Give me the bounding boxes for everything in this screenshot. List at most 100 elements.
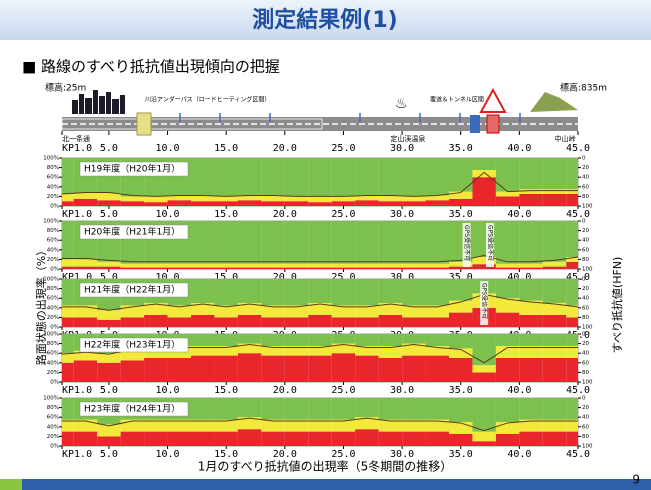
area-segment [191, 201, 215, 206]
area-segment [191, 221, 215, 264]
elevation-left: 標高:25m [45, 82, 86, 94]
x-tick-label: 45.0 [566, 209, 590, 220]
buildings-icon [72, 90, 125, 114]
warning-icon [479, 87, 507, 113]
slide-title: 測定結果例(1) [252, 7, 397, 33]
area-segment [449, 279, 473, 301]
area-segment [144, 303, 168, 315]
area-segment [167, 431, 191, 446]
footer-bar [0, 479, 651, 490]
area-segment [237, 158, 262, 196]
area-segment [191, 346, 215, 356]
area-segment [237, 195, 262, 201]
area-segment [402, 317, 426, 327]
area-segment [97, 310, 121, 320]
area-segment [284, 158, 309, 197]
area-segment [73, 350, 98, 361]
area-segment [191, 279, 215, 303]
y-tick-label: 80% [47, 341, 59, 347]
area-segment [261, 419, 285, 432]
annotation: GPS受信不可 [481, 283, 489, 319]
x-tick-label: 10.0 [155, 385, 179, 396]
y2-tick-label: 80 [582, 370, 589, 376]
area-segment [237, 263, 262, 268]
area-segment [355, 267, 379, 269]
x-tick-label: 15.0 [214, 385, 238, 396]
area-segment [284, 221, 309, 264]
area-segment [449, 191, 473, 199]
area-segment [97, 200, 121, 206]
area-segment [97, 436, 121, 446]
route-tick-label: 45.0 [566, 143, 590, 154]
area-segment [566, 398, 578, 420]
panel-label-box [79, 337, 189, 353]
area-segment [144, 263, 168, 268]
area-segment [425, 305, 449, 318]
y2-tick-label: 0 [582, 219, 586, 225]
annotation: GPS受信不可 [463, 225, 471, 261]
area-segment [214, 158, 238, 197]
area-segment [542, 221, 567, 262]
x-tick-label: 40.0 [507, 209, 531, 220]
area-segment [495, 358, 520, 382]
y2-tick-label: 60 [582, 247, 589, 253]
area-segment [261, 355, 285, 382]
x-tick-label: 35.0 [449, 272, 473, 283]
area-segment [308, 303, 332, 315]
area-segment [120, 196, 145, 202]
area-segment [402, 305, 426, 318]
area-segment [167, 200, 191, 206]
area-segment [73, 259, 98, 267]
area-segment [519, 221, 543, 264]
y2-tick-label: 80 [582, 434, 589, 440]
area-segment [261, 334, 285, 346]
area-segment [97, 353, 121, 363]
area-segment [62, 431, 74, 446]
area-segment [378, 195, 403, 202]
area-segment [144, 358, 168, 382]
area-segment [261, 263, 285, 268]
x-tick-label: 10.0 [155, 209, 179, 220]
area-segment [237, 398, 262, 418]
x-tick-label: KP1.0 [62, 272, 92, 283]
area-segment [378, 334, 403, 346]
area-segment [519, 189, 543, 194]
area-segment [519, 346, 543, 358]
area-segment [73, 360, 98, 382]
area-segment [191, 267, 215, 269]
area-segment [167, 267, 191, 269]
y2-tick-label: 100 [582, 325, 593, 331]
route-tick-label: 20.0 [273, 143, 297, 154]
area-segment [167, 305, 191, 318]
area-segment [402, 196, 426, 202]
area-segment [191, 355, 215, 382]
y2-tick-label: 40 [582, 415, 589, 421]
y2-tick-label: 40 [582, 238, 589, 244]
area-segment [73, 266, 98, 269]
y2-tick-label: 20 [582, 341, 589, 347]
area-segment [331, 196, 356, 202]
area-segment [425, 200, 449, 206]
area-segment [472, 441, 496, 446]
area-segment [425, 431, 449, 446]
x-tick-label: 25.0 [331, 272, 355, 283]
area-segment [62, 353, 74, 363]
area-segment [308, 202, 332, 206]
area-segment [284, 267, 309, 269]
area-segment [308, 158, 332, 197]
area-segment [191, 195, 215, 202]
area-segment [284, 279, 309, 306]
area-segment [331, 267, 356, 269]
area-segment [331, 353, 356, 382]
area-segment [449, 422, 473, 434]
panel-label: H23年度（H24年1月） [84, 403, 180, 415]
area-segment [355, 417, 379, 430]
area-segment [62, 221, 74, 260]
area-segment [378, 279, 403, 303]
area-segment [237, 279, 262, 303]
y2-tick-label: 0 [582, 332, 586, 338]
x-tick-label: 20.0 [273, 449, 297, 460]
x-tick-label: 35.0 [449, 449, 473, 460]
area-segment [472, 365, 496, 373]
area-segment [402, 263, 426, 268]
